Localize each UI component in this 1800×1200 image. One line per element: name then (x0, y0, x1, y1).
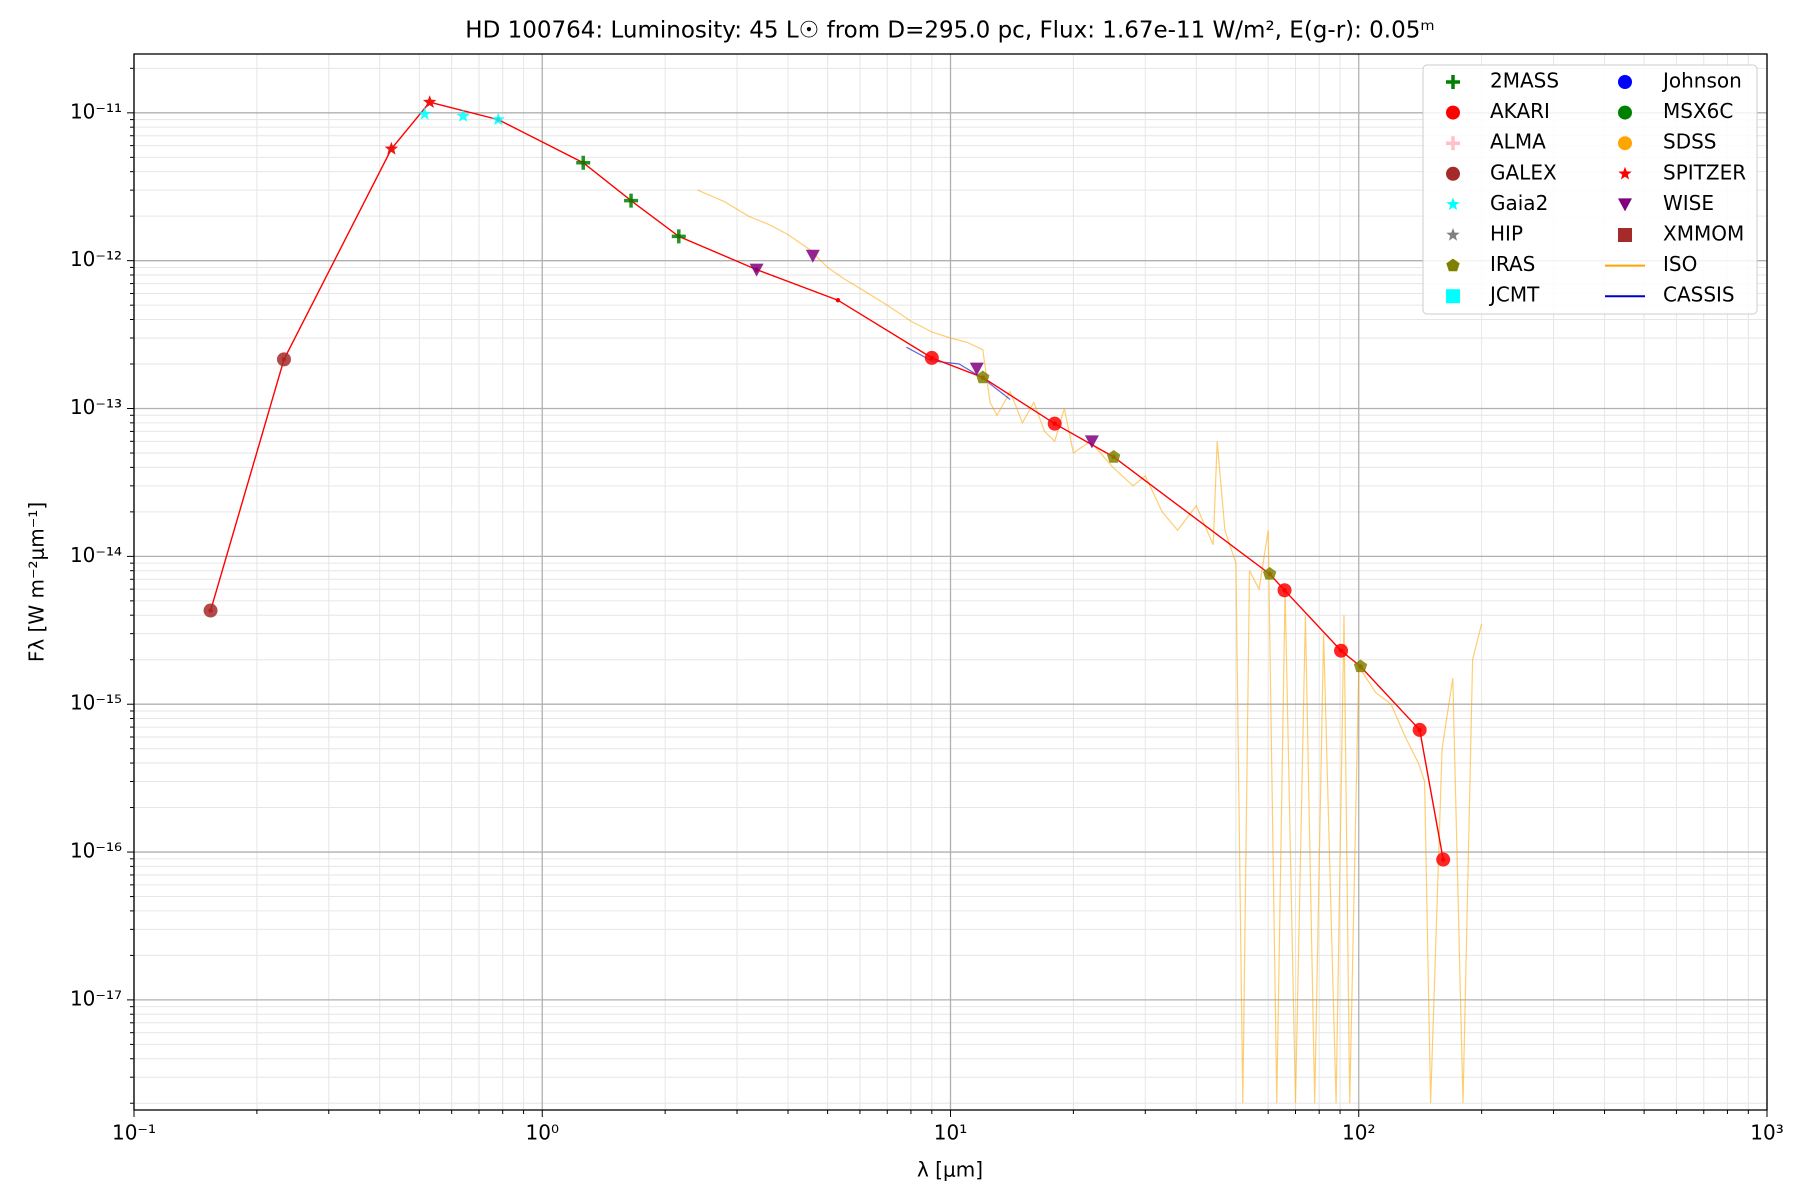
marker-star (491, 112, 505, 126)
y-tick-label: 10⁻¹³ (70, 395, 122, 419)
legend-label: WISE (1663, 191, 1714, 215)
marker-pentagon (1446, 258, 1460, 272)
legend-label: 2MASS (1490, 69, 1559, 93)
marker-circle (276, 352, 291, 367)
x-tick-label: 10² (1342, 1121, 1375, 1145)
marker-pentagon (976, 370, 990, 384)
marker-triangle (1084, 435, 1099, 449)
y-tick-label: 10⁻¹⁴ (70, 543, 122, 567)
marker-square (1618, 228, 1632, 242)
marker-pentagon (1263, 567, 1277, 580)
marker-plus (1446, 75, 1460, 89)
legend-label: IRAS (1490, 252, 1535, 276)
legend: 2MASS AKARI ALMA GALEX Gaia2 HIP IRAS JCMT Johns… (1422, 64, 1758, 315)
marker-square (1446, 289, 1460, 304)
marker-star (384, 141, 398, 155)
legend-label: CASSIS (1663, 283, 1735, 307)
legend-label: SDSS (1663, 130, 1717, 154)
legend-label: SPITZER (1663, 160, 1746, 184)
x-tick-label: 10³ (1750, 1121, 1783, 1145)
marker-triangle (749, 263, 764, 277)
marker-triangle (1618, 198, 1632, 212)
marker-circle (1047, 416, 1062, 431)
legend-box (1422, 64, 1758, 315)
model-point (835, 298, 841, 303)
x-tick-label: 10⁻¹ (112, 1121, 156, 1145)
marker-circle (1334, 643, 1349, 658)
y-tick-label: 10⁻¹² (70, 247, 122, 271)
marker-circle (924, 350, 939, 365)
y-tick-label: 10⁻¹⁵ (70, 691, 122, 715)
legend-label: MSX6C (1663, 99, 1733, 123)
legend-label: Johnson (1661, 69, 1742, 93)
legend-label: GALEX (1490, 160, 1557, 184)
legend-label: HIP (1490, 222, 1523, 246)
y-axis-label: Fλ [W m⁻²μm⁻¹] (25, 502, 49, 662)
marker-circle (1412, 722, 1427, 737)
marker-plus (671, 229, 686, 244)
marker-plus (1446, 136, 1460, 151)
marker-pentagon (1107, 450, 1121, 463)
marker-star (456, 109, 470, 122)
marker-circle (1446, 166, 1460, 181)
marker-plus (624, 193, 639, 208)
x-axis-label: λ [μm] (917, 1158, 983, 1182)
marker-circle (1618, 75, 1632, 89)
spectrum-line (906, 346, 1011, 400)
y-tick-label: 10⁻¹⁶ (70, 839, 122, 863)
model-line (209, 101, 1444, 860)
marker-circle (1618, 136, 1632, 151)
chart-title: HD 100764: Luminosity: 45 L☉ from D=295.… (465, 18, 1434, 44)
marker-circle (203, 603, 218, 618)
x-tick-label: 10⁰ (526, 1121, 559, 1145)
marker-circle (1436, 852, 1451, 867)
marker-star (1446, 228, 1460, 241)
marker-triangle (805, 249, 820, 263)
legend-label: AKARI (1490, 99, 1550, 123)
marker-star (417, 107, 432, 120)
marker-circle (1618, 105, 1632, 120)
marker-plus (576, 155, 591, 170)
legend-label: XMMOM (1663, 222, 1744, 246)
spectrum-line (697, 189, 1483, 1104)
legend-label: Gaia2 (1490, 191, 1548, 215)
y-tick-label: 10⁻¹⁷ (70, 986, 122, 1010)
marker-pentagon (1353, 659, 1368, 673)
marker-triangle (969, 362, 984, 376)
legend-label: ALMA (1490, 130, 1546, 154)
marker-star (1446, 197, 1460, 211)
marker-circle (1446, 105, 1460, 120)
plot-area (203, 95, 1483, 1104)
x-tick-label: 10¹ (934, 1121, 967, 1145)
marker-star (1618, 166, 1632, 180)
plot-frame (133, 53, 1768, 1111)
marker-circle (1277, 583, 1292, 598)
legend-label: JCMT (1488, 283, 1540, 307)
y-tick-label: 10⁻¹¹ (70, 99, 122, 123)
marker-star (423, 95, 437, 108)
legend-label: ISO (1663, 252, 1697, 276)
